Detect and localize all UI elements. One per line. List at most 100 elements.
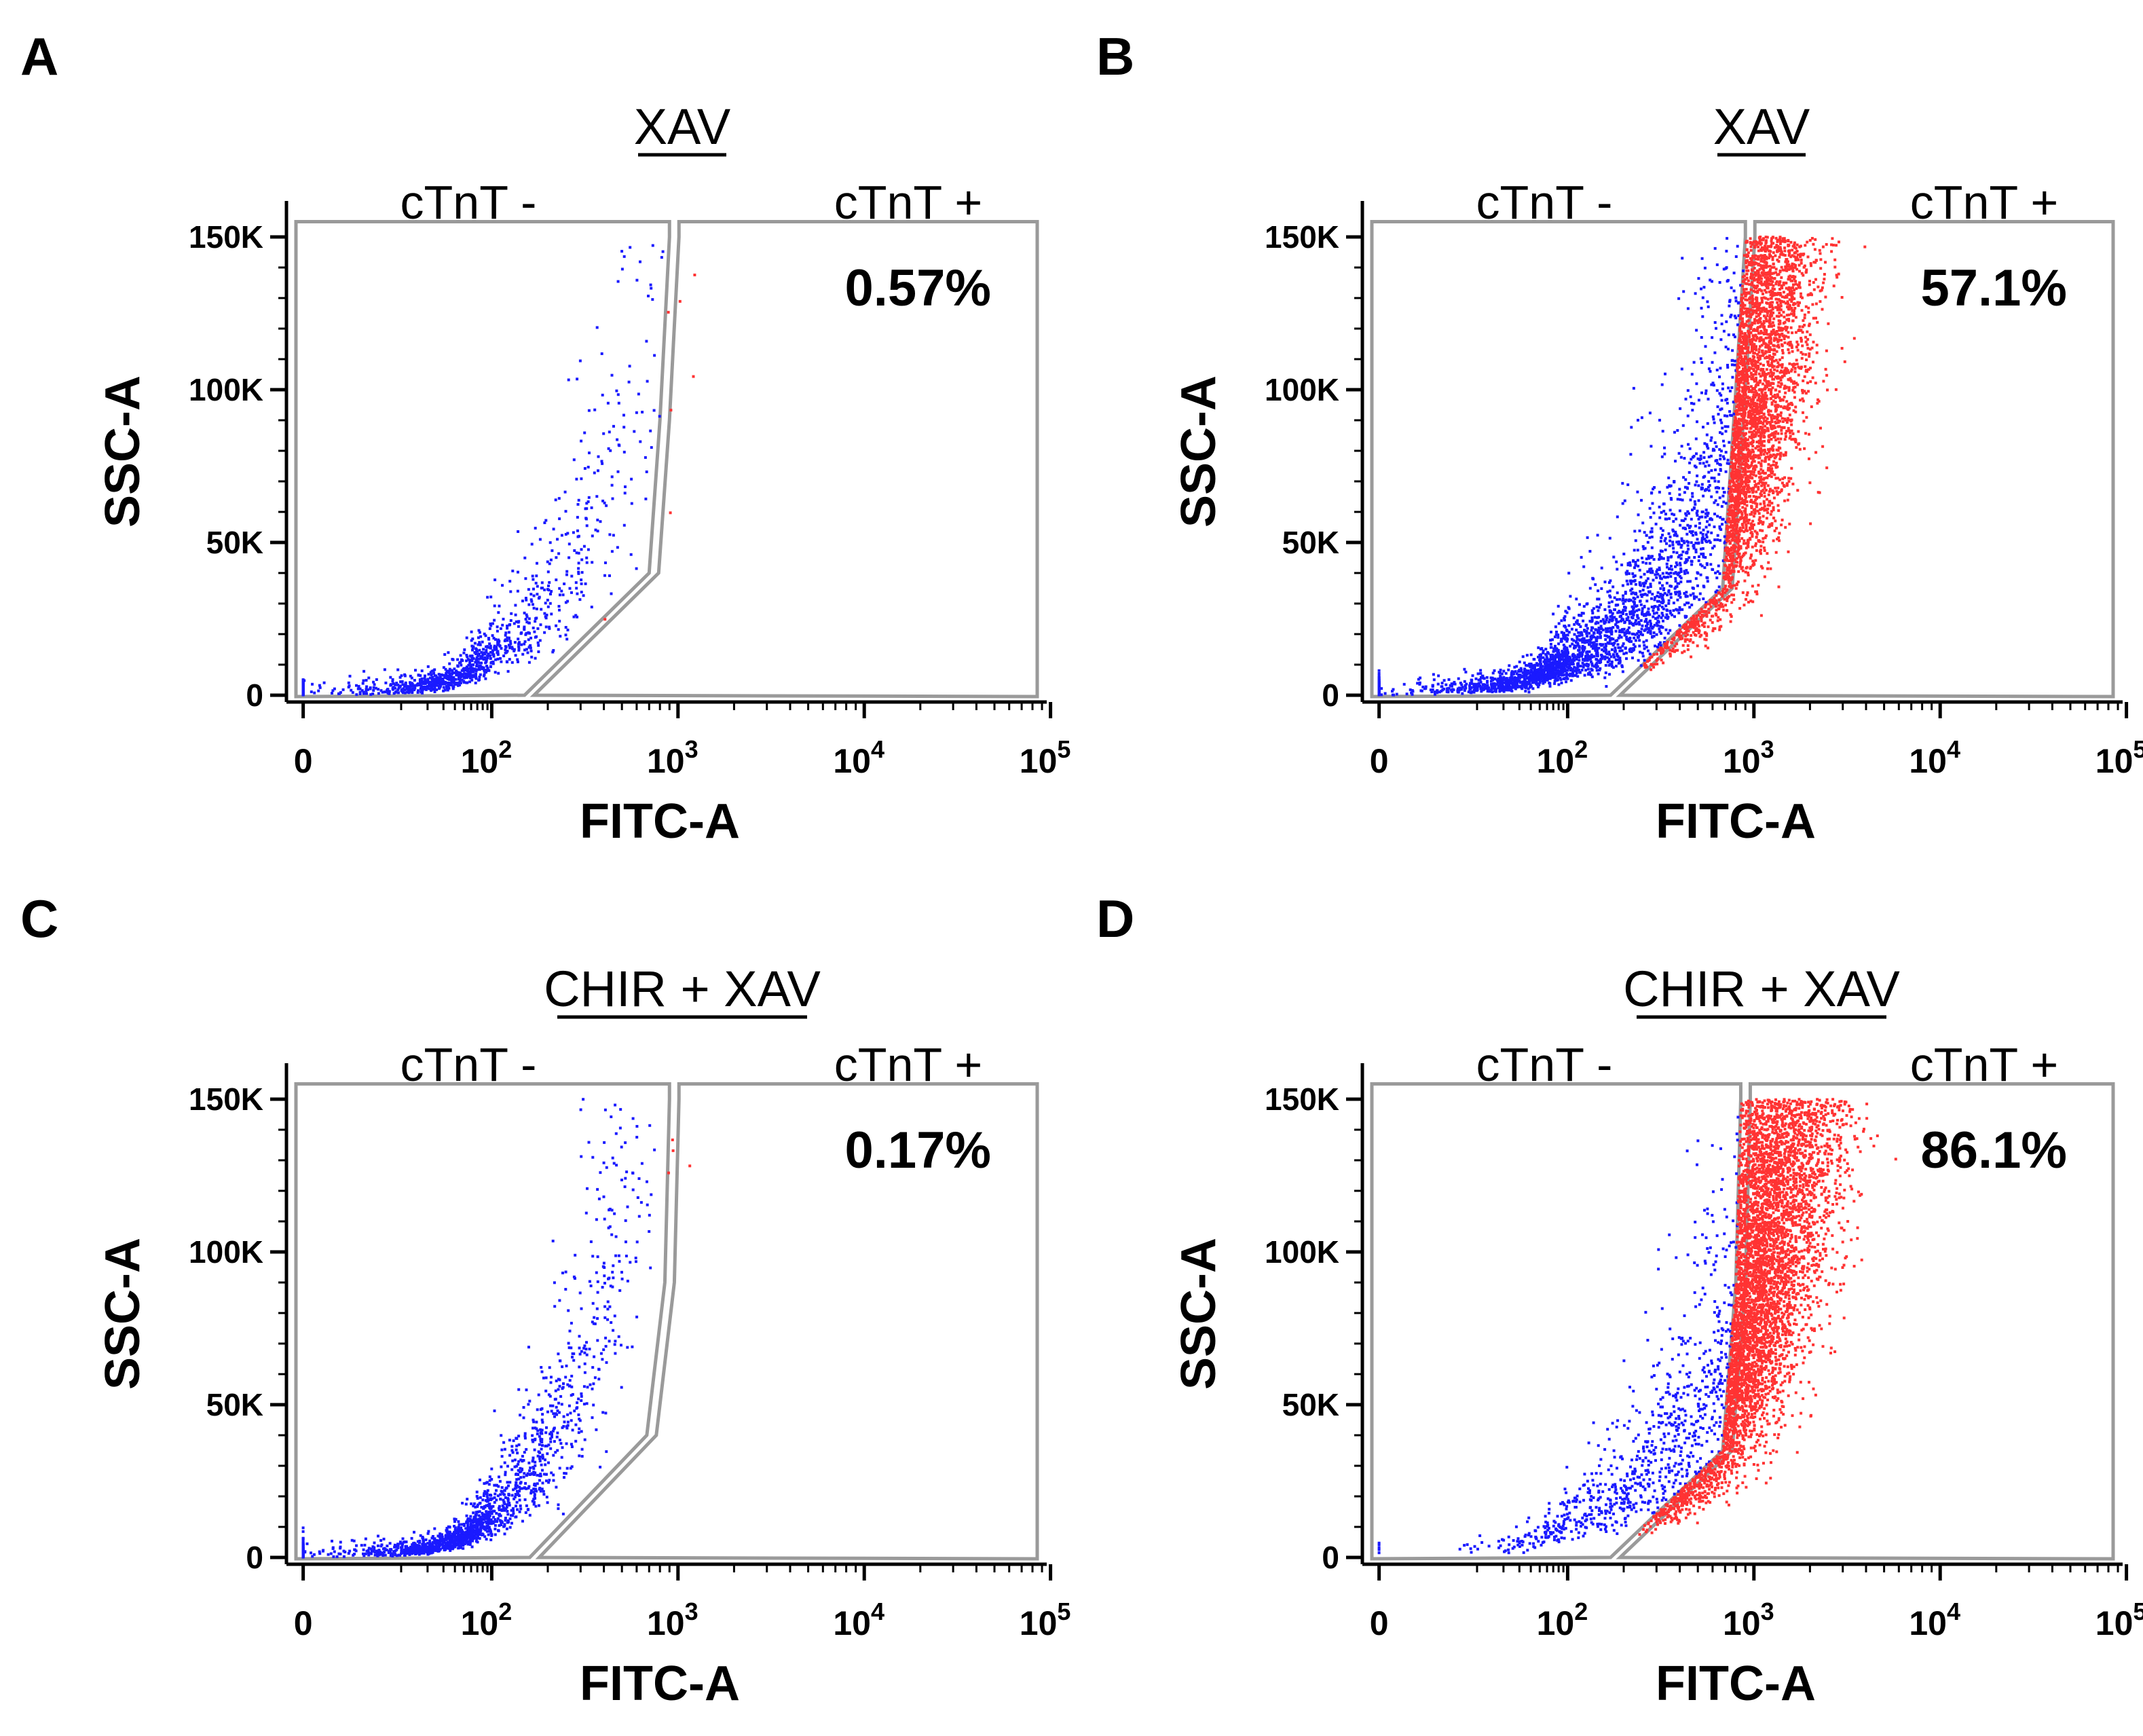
event-negative	[630, 477, 633, 481]
event-negative	[1639, 650, 1641, 654]
event-negative	[578, 359, 582, 363]
event-negative	[1678, 487, 1681, 491]
event-negative	[1710, 469, 1713, 473]
event-positive	[1806, 337, 1810, 341]
event-negative	[1685, 540, 1689, 543]
event-negative	[1726, 237, 1729, 240]
event-positive	[1775, 338, 1778, 341]
event-negative	[518, 641, 521, 644]
event-negative	[1557, 670, 1560, 673]
event-negative	[1677, 611, 1681, 614]
event-positive	[1772, 365, 1776, 368]
event-negative	[1734, 335, 1736, 339]
event-negative	[1706, 422, 1709, 425]
event-positive	[1752, 337, 1755, 339]
event-negative	[1451, 688, 1454, 691]
event-negative	[1706, 445, 1709, 448]
event-negative	[1587, 672, 1590, 676]
event-negative	[1471, 690, 1474, 694]
event-positive	[1741, 475, 1745, 479]
event-negative	[467, 663, 470, 667]
event-negative	[1688, 530, 1692, 533]
event-negative	[1639, 631, 1642, 633]
event-negative	[1542, 682, 1545, 685]
event-negative	[409, 674, 412, 678]
event-negative	[1722, 267, 1726, 271]
event-negative	[484, 634, 487, 638]
event-negative	[1495, 683, 1499, 686]
event-negative	[474, 669, 478, 673]
event-negative	[1707, 480, 1711, 483]
event-negative	[347, 681, 350, 684]
event-negative	[1514, 687, 1517, 690]
event-positive	[1763, 314, 1766, 318]
event-negative	[575, 551, 578, 555]
event-negative	[1527, 690, 1531, 694]
event-negative	[1480, 690, 1483, 693]
event-negative	[590, 606, 593, 609]
event-positive	[1734, 427, 1737, 430]
event-positive	[1835, 274, 1838, 277]
event-negative	[395, 682, 398, 685]
event-negative	[1726, 366, 1730, 369]
event-positive	[1767, 561, 1770, 564]
event-negative	[419, 674, 422, 678]
event-negative	[578, 598, 582, 602]
event-positive	[1755, 348, 1758, 352]
event-negative	[1632, 386, 1635, 390]
event-negative	[474, 661, 477, 664]
event-negative	[1702, 528, 1705, 532]
event-negative	[1715, 576, 1719, 580]
event-negative	[1578, 603, 1581, 606]
event-negative	[1643, 593, 1647, 596]
event-negative	[650, 287, 653, 290]
event-positive	[1840, 296, 1844, 299]
event-negative	[1576, 619, 1579, 623]
event-negative	[520, 631, 523, 634]
event-negative	[1585, 631, 1588, 635]
event-negative	[610, 373, 614, 377]
event-negative	[1628, 572, 1630, 575]
event-negative	[1698, 598, 1701, 602]
event-negative	[1666, 556, 1670, 559]
event-negative	[358, 690, 362, 694]
event-negative	[365, 679, 368, 682]
event-negative	[1625, 617, 1628, 621]
event-negative	[1597, 626, 1601, 629]
event-negative	[1709, 454, 1713, 458]
event-negative	[1616, 591, 1619, 595]
event-positive	[1695, 627, 1698, 630]
event-positive	[1784, 260, 1787, 263]
event-negative	[1497, 678, 1501, 682]
event-negative	[496, 652, 500, 655]
event-negative	[1529, 668, 1533, 671]
event-negative	[1620, 564, 1624, 567]
event-negative	[1546, 663, 1550, 666]
event-negative	[1590, 655, 1594, 659]
event-negative	[1681, 424, 1685, 427]
event-negative	[1548, 681, 1551, 684]
event-positive	[1743, 307, 1747, 310]
event-negative	[371, 692, 375, 695]
event-negative	[1380, 693, 1383, 697]
event-negative	[1648, 411, 1652, 415]
event-negative	[1515, 679, 1518, 682]
event-negative	[616, 470, 620, 473]
event-negative	[1559, 678, 1563, 682]
event-negative	[1727, 462, 1730, 465]
event-negative	[1528, 681, 1531, 684]
event-negative	[1632, 647, 1635, 650]
event-negative	[434, 674, 438, 678]
event-positive	[1735, 527, 1738, 530]
event-negative	[1640, 627, 1643, 631]
event-negative	[584, 507, 587, 511]
event-negative	[1578, 634, 1581, 638]
event-negative	[1536, 683, 1540, 686]
event-positive	[1722, 608, 1726, 612]
event-negative	[611, 497, 614, 500]
event-positive	[1740, 360, 1743, 363]
event-positive	[1787, 417, 1789, 420]
event-positive	[1784, 386, 1787, 390]
event-negative	[1569, 679, 1573, 682]
